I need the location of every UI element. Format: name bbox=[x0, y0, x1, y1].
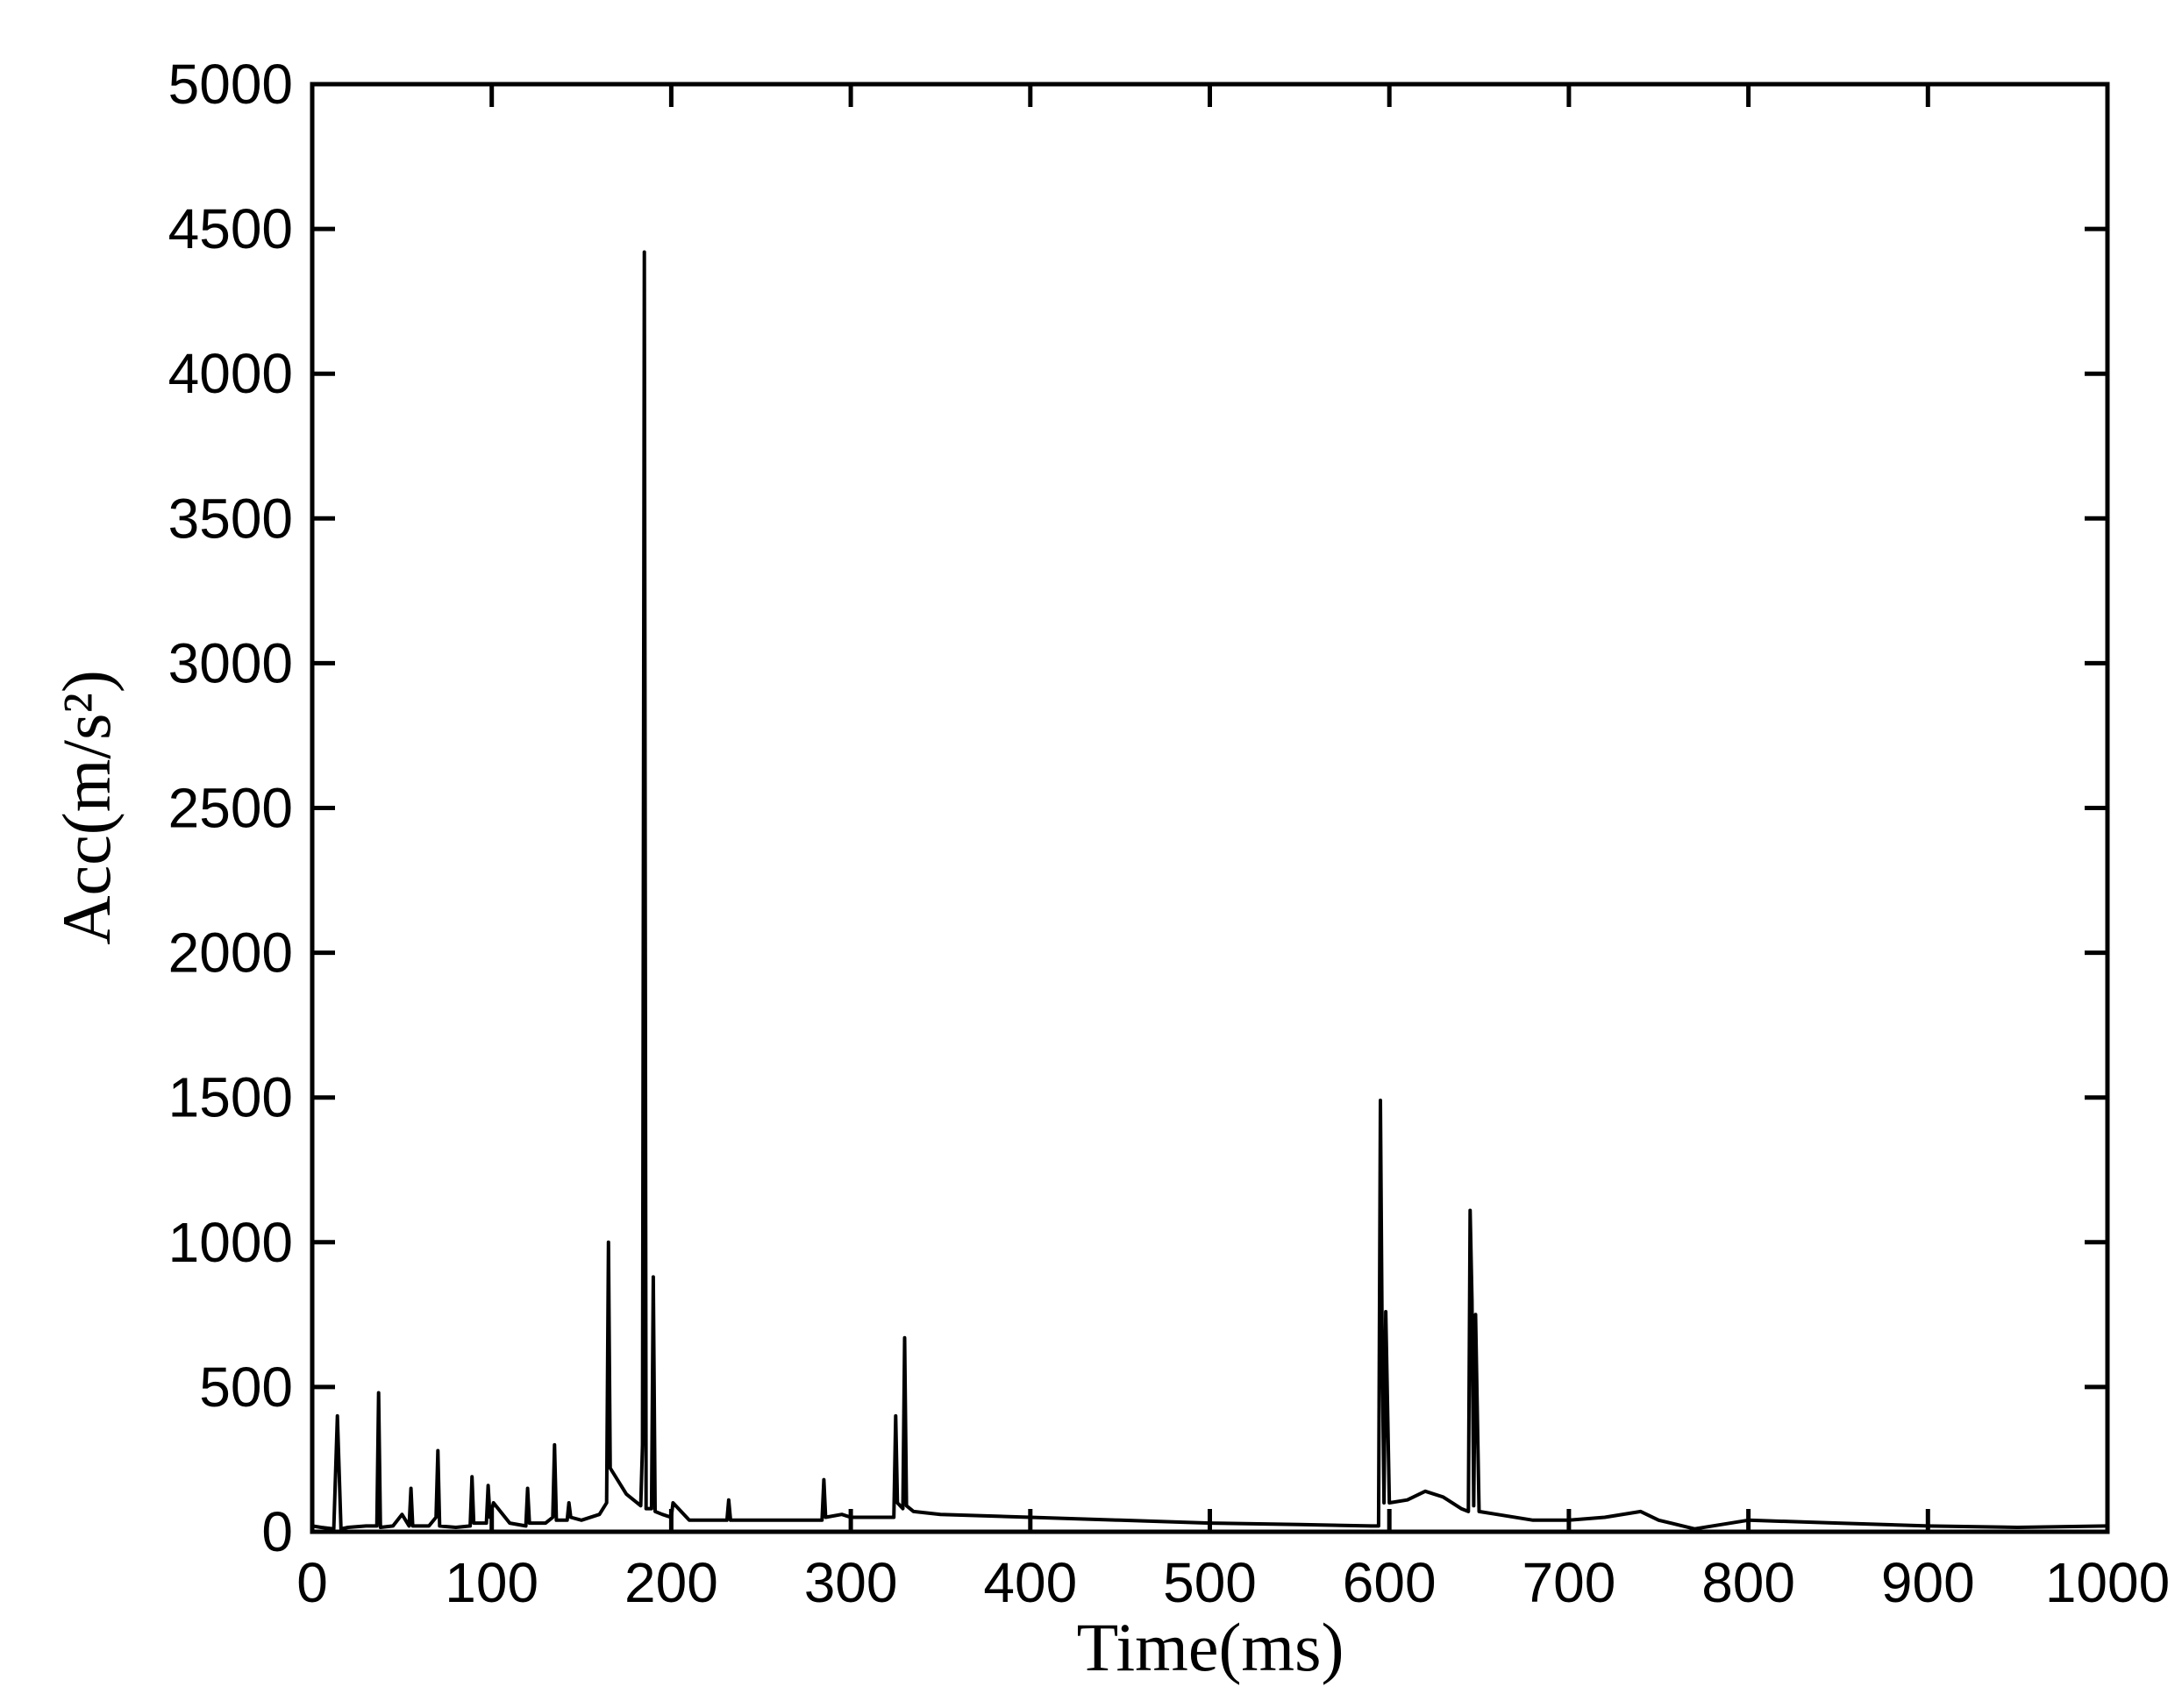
x-tick-label: 500 bbox=[1163, 1551, 1257, 1614]
x-tick-label: 200 bbox=[624, 1551, 718, 1614]
y-tick-label: 3000 bbox=[168, 631, 293, 694]
x-tick-label: 0 bbox=[296, 1551, 328, 1614]
y-tick-label: 2000 bbox=[168, 922, 293, 985]
x-axis-title: Time(ms) bbox=[1077, 1609, 1344, 1685]
x-tick-label: 1000 bbox=[2045, 1551, 2170, 1614]
data-line bbox=[311, 250, 2108, 1531]
y-tick-label: 1000 bbox=[168, 1211, 293, 1274]
x-tick-label: 100 bbox=[445, 1551, 538, 1614]
y-tick-label: 2500 bbox=[168, 777, 293, 840]
x-tick-label: 700 bbox=[1522, 1551, 1616, 1614]
y-tick-label: 500 bbox=[199, 1356, 293, 1419]
plot-frame bbox=[310, 82, 2110, 1534]
x-tick-label: 300 bbox=[804, 1551, 898, 1614]
y-tick-label: 5000 bbox=[168, 53, 293, 116]
y-tick-label: 0 bbox=[261, 1500, 293, 1563]
y-axis-title: Acc(m/s²) bbox=[48, 670, 125, 945]
y-tick-label: 4000 bbox=[168, 342, 293, 405]
y-tick-label: 1500 bbox=[168, 1066, 293, 1129]
x-tick-label: 800 bbox=[1701, 1551, 1795, 1614]
x-tick-label: 600 bbox=[1343, 1551, 1437, 1614]
y-tick-label: 4500 bbox=[168, 197, 293, 260]
x-tick-label: 900 bbox=[1881, 1551, 1975, 1614]
x-tick-label: 400 bbox=[983, 1551, 1077, 1614]
y-tick-label: 3500 bbox=[168, 487, 293, 550]
